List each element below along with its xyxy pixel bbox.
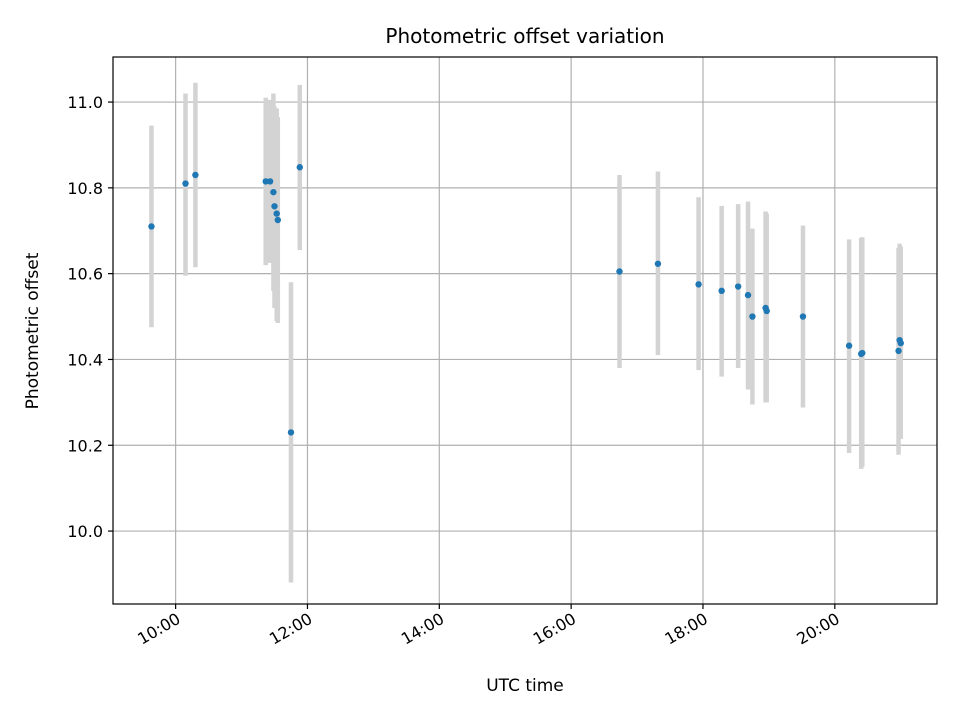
data-point bbox=[718, 287, 725, 295]
plot-frame bbox=[112, 56, 938, 605]
data-point bbox=[763, 307, 770, 315]
y-tick-label: 10.0 bbox=[67, 522, 103, 541]
data-point bbox=[749, 313, 756, 320]
y-tick-label: 10.6 bbox=[67, 265, 103, 284]
data-point bbox=[799, 313, 807, 320]
chart-title: Photometric offset variation bbox=[385, 24, 664, 48]
data-point bbox=[192, 171, 199, 179]
data-point bbox=[654, 260, 662, 267]
y-tick-label: 10.8 bbox=[67, 179, 103, 198]
data-point bbox=[270, 188, 277, 196]
data-points bbox=[148, 164, 904, 436]
data-point bbox=[897, 339, 904, 347]
y-tick-label: 10.4 bbox=[67, 350, 103, 369]
data-point bbox=[287, 429, 295, 436]
data-point bbox=[271, 203, 278, 210]
y-axis: 10.0 10.2 10.4 10.6 10.8 11.0 bbox=[67, 93, 113, 541]
data-point bbox=[182, 180, 189, 187]
data-point bbox=[274, 216, 281, 224]
data-point bbox=[273, 210, 280, 217]
grid bbox=[113, 57, 937, 604]
data-point bbox=[616, 268, 623, 275]
y-tick-label: 11.0 bbox=[67, 93, 103, 112]
data-point bbox=[148, 223, 155, 230]
data-point bbox=[734, 283, 742, 290]
x-axis-label: UTC time bbox=[486, 676, 564, 696]
data-point bbox=[845, 342, 853, 349]
data-point bbox=[262, 178, 269, 185]
data-point bbox=[744, 291, 752, 299]
y-tick-label: 10.2 bbox=[67, 436, 103, 455]
data-point bbox=[895, 347, 902, 355]
y-axis-label: Photometric offset bbox=[23, 252, 43, 409]
data-point bbox=[695, 281, 702, 288]
data-point bbox=[266, 178, 274, 185]
data-point bbox=[859, 349, 866, 357]
data-point bbox=[296, 164, 303, 171]
